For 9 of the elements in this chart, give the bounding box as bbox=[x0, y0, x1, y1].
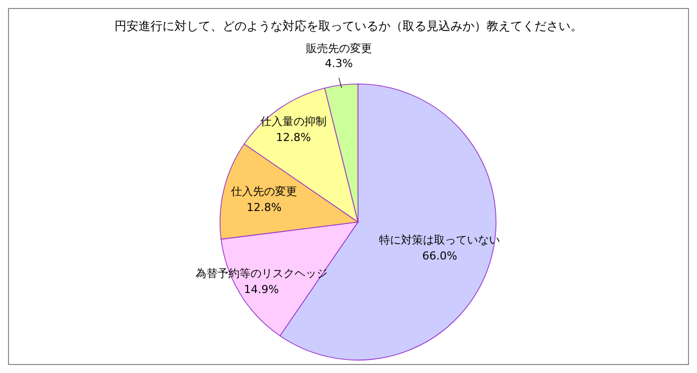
data-label: 66.0% bbox=[422, 249, 458, 262]
chart-title: 円安進行に対して、どのような対応を取っているか（取る見込みか）教えてください。 bbox=[114, 19, 582, 33]
data-label: 4.3% bbox=[324, 56, 353, 70]
slice-label: 特に対策は取っていない bbox=[379, 233, 500, 246]
data-label: 12.8% bbox=[246, 201, 282, 214]
data-label: 12.8% bbox=[276, 131, 311, 144]
slice-label: 販売先の変更 bbox=[306, 42, 372, 55]
slice-label: 仕入先の変更 bbox=[231, 185, 298, 198]
data-label: 14.9% bbox=[244, 282, 279, 296]
